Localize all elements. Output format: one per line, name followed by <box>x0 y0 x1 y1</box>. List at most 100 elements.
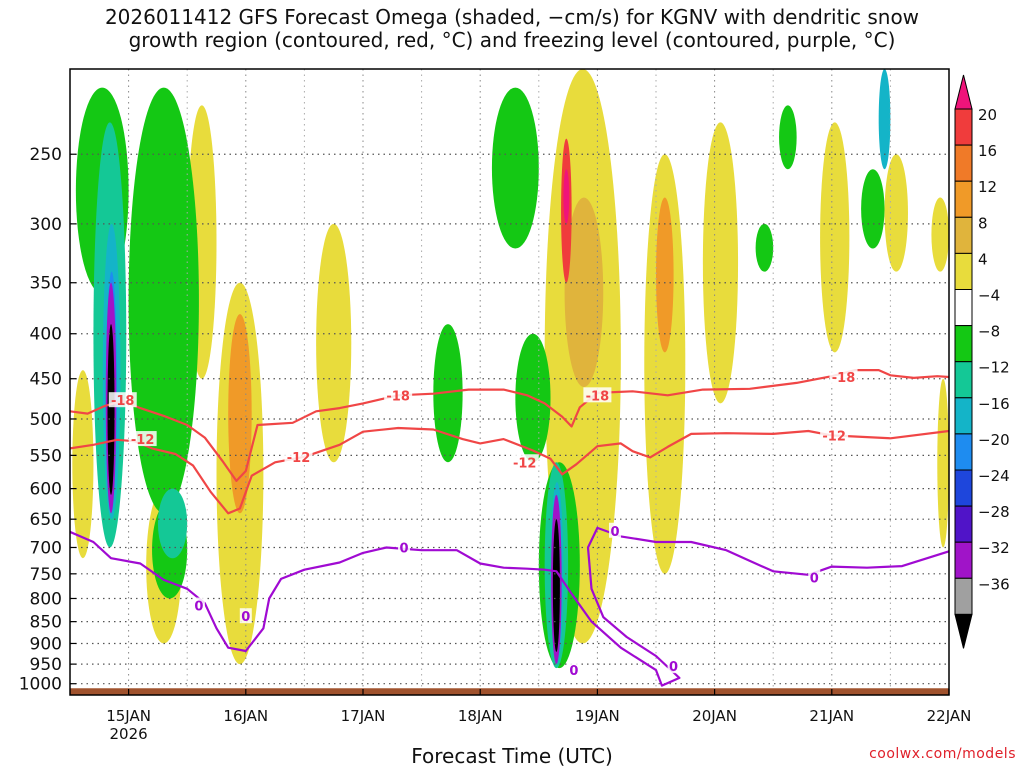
x-tick-label: 18JAN <box>458 707 503 725</box>
contour-layer: -18 -12 -12 -18 -12 -18 -18 -12 0 0 0 0 0 0 0 <box>70 369 949 687</box>
contour-label-bg <box>384 387 413 403</box>
yellow-patch <box>937 378 949 548</box>
colorbar-swatch <box>954 180 973 218</box>
contour-label-bg <box>583 387 612 403</box>
contour-label-bg <box>192 597 205 613</box>
x-tick-sublabel: 2026 <box>110 725 148 743</box>
x-tick-label: 15JAN <box>106 707 151 725</box>
contour-label-bg <box>567 662 580 678</box>
y-tick-label: 550 <box>30 446 62 466</box>
contour-label-bg <box>284 448 313 464</box>
green-patch <box>491 87 539 249</box>
contour-label: 0 <box>810 571 819 586</box>
contour-label-bg <box>239 608 252 624</box>
y-tick-label: 600 <box>30 480 62 500</box>
colorbar-label: −32 <box>978 539 1010 557</box>
yellow-patch <box>931 197 949 272</box>
chart-title-line-2: growth region (contoured, red, °C) and f… <box>128 28 896 52</box>
ground-layer <box>70 688 949 695</box>
colorbar-swatch <box>954 144 973 182</box>
contour-line <box>70 526 949 687</box>
x-tick-label: 21JAN <box>809 707 854 725</box>
contour-label: 0 <box>669 660 678 675</box>
grid-lines <box>70 69 949 695</box>
y-tick-label: 650 <box>30 510 62 530</box>
ground-band <box>70 688 949 695</box>
colorbar-label: 16 <box>978 142 997 160</box>
y-tick-label: 950 <box>30 655 62 675</box>
colorbar-swatch <box>954 397 973 435</box>
contour-label-bg <box>820 427 849 443</box>
yellow-patch <box>884 154 908 272</box>
contour-label-bg <box>108 392 137 408</box>
colorbar-swatch <box>954 325 973 363</box>
cyan-patch <box>878 69 891 170</box>
y-tick-label: 300 <box>30 215 62 235</box>
gold-patch <box>564 197 604 388</box>
contour-label-bg <box>829 369 858 385</box>
gold-patch <box>656 197 674 353</box>
contour-label: -18 <box>586 389 610 404</box>
y-tick-label: 800 <box>30 589 62 609</box>
colorbar-swatch <box>954 541 973 579</box>
contour-line <box>70 369 949 482</box>
contour-label: -12 <box>287 451 311 466</box>
colorbar-swatch <box>954 469 973 507</box>
black-core-0 <box>107 324 115 495</box>
y-tick-label: 900 <box>30 634 62 654</box>
contour-label: -18 <box>111 394 135 409</box>
teal-patch <box>157 488 188 559</box>
y-tick-label: 750 <box>30 565 62 585</box>
colorbar-label: −12 <box>978 359 1010 377</box>
contour-label-bg <box>398 539 411 555</box>
yellow-patch <box>702 122 739 404</box>
contour-label: -12 <box>822 429 846 444</box>
colorbar-label: 12 <box>978 178 997 196</box>
y-tick-label: 1000 <box>19 675 62 695</box>
colorbar-label: −36 <box>978 575 1010 593</box>
contour-label-bg <box>608 522 621 538</box>
colorbar-label: 8 <box>978 214 988 232</box>
y-tick-label: 250 <box>30 145 62 165</box>
omega-shading-layer <box>72 69 949 669</box>
green-patch <box>128 87 199 514</box>
contour-label: 0 <box>241 610 250 625</box>
contour-label: 0 <box>399 541 408 556</box>
colorbar-label: 20 <box>978 106 997 124</box>
gold-patch <box>228 314 252 514</box>
y-tick-label: 450 <box>30 370 62 390</box>
y-tick-label: 400 <box>30 325 62 345</box>
contour-label: 0 <box>569 664 578 679</box>
colorbar-label: −20 <box>978 431 1010 449</box>
x-axis-label: Forecast Time (UTC) <box>411 744 613 768</box>
green-patch <box>755 223 774 272</box>
colorbar-swatch <box>954 505 973 543</box>
colorbar-label: −8 <box>978 323 1000 341</box>
chart-title: 2026011412 GFS Forecast Omega (shaded, −… <box>0 6 1024 52</box>
yellow-patch <box>644 154 686 574</box>
magenta-sink-patch <box>563 169 570 224</box>
colorbar-swatch <box>954 108 973 146</box>
colorbar-swatch <box>954 289 973 327</box>
y-tick-label: 700 <box>30 538 62 558</box>
colorbar-swatch <box>954 252 973 290</box>
contour-label: 0 <box>610 525 619 540</box>
colorbar-label: −24 <box>978 467 1010 485</box>
y-tick-label: 850 <box>30 613 62 633</box>
contour-label: -18 <box>832 371 856 386</box>
green-patch <box>779 105 797 170</box>
x-tick-label: 19JAN <box>575 707 620 725</box>
contour-label: 0 <box>194 600 203 615</box>
contour-label-bg <box>510 454 539 470</box>
contour-label-bg <box>667 658 680 674</box>
colorbar-swatch <box>954 577 973 615</box>
black-core-1 <box>552 519 560 652</box>
contour-label-bg <box>128 431 157 447</box>
yellow-patch <box>820 122 850 353</box>
contour-label-bg <box>808 569 821 585</box>
yellow-patch <box>316 223 352 463</box>
colorbar-swatch <box>954 216 973 254</box>
colorbar-swatch <box>954 433 973 471</box>
contour-label: -12 <box>513 456 537 471</box>
